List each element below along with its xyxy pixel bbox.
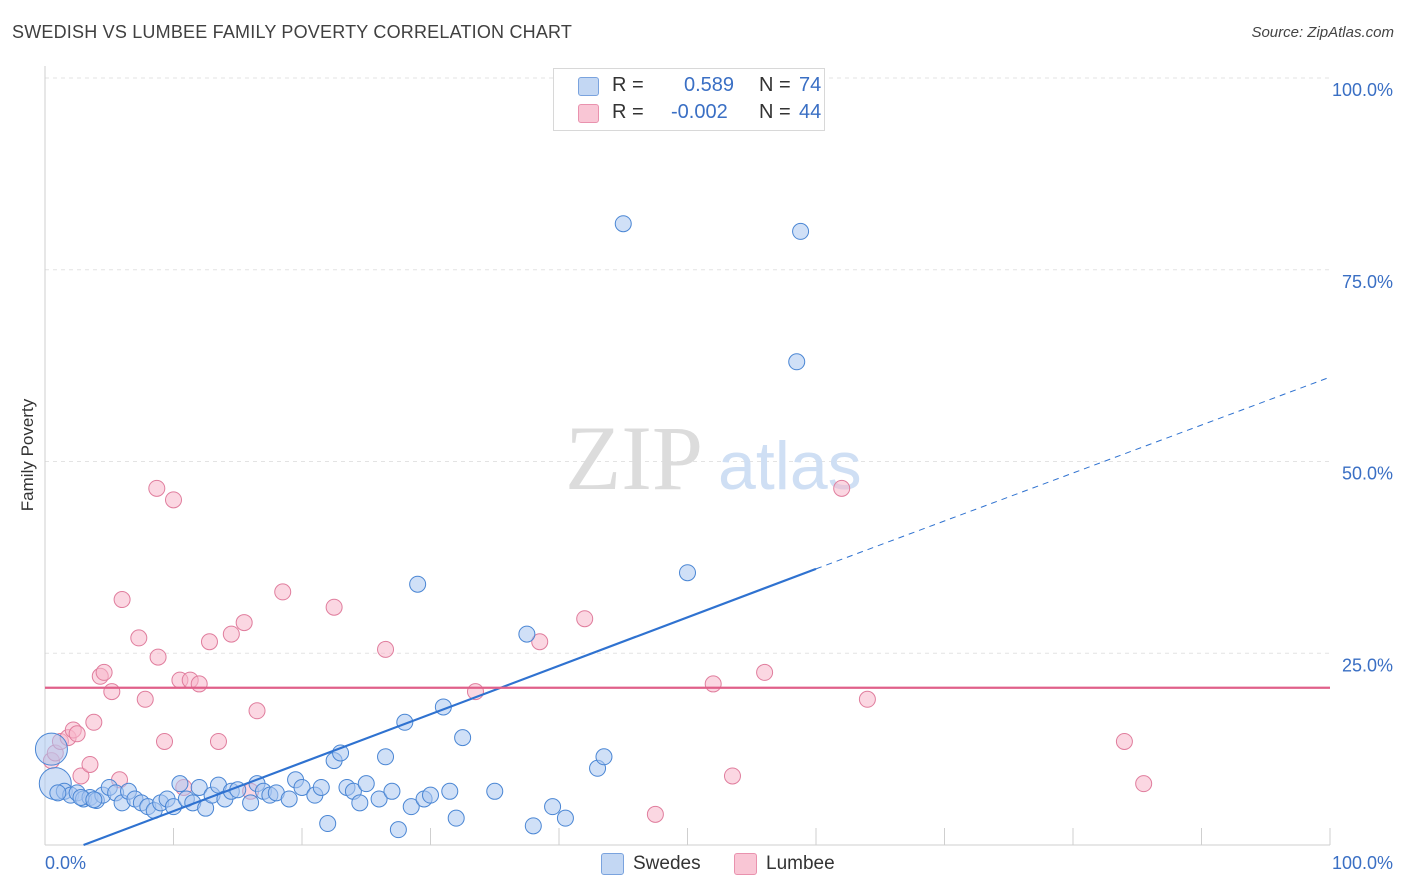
swedes-point (383, 782, 401, 800)
lumbee-point (113, 591, 131, 609)
swedes-point (293, 778, 311, 796)
lumbee-point (723, 767, 741, 785)
lumbee-point (68, 725, 86, 743)
swedes-point (518, 625, 536, 643)
lumbee-swatch (578, 104, 599, 123)
swedes-swatch (601, 853, 624, 875)
swedes-point (319, 815, 337, 833)
lumbee-point (248, 702, 266, 720)
y-tick-label: 75.0% (1342, 272, 1393, 292)
swedes-point (312, 778, 330, 796)
lumbee-point (103, 683, 121, 701)
lumbee-point (704, 675, 722, 693)
swedes-point (614, 215, 632, 233)
lumbee-label: Lumbee (766, 853, 835, 874)
lumbee-n-value: 44 (799, 101, 822, 123)
trend-lines (45, 376, 1331, 847)
lumbee-point (1115, 732, 1133, 750)
swedes-points (34, 215, 810, 839)
lumbee-point (81, 755, 99, 773)
swedes-point (679, 564, 696, 582)
lumbee-point (325, 598, 343, 616)
swedes-point (357, 775, 375, 793)
swedes-point (792, 222, 810, 240)
y-tick-label: 100.0% (1332, 80, 1393, 100)
lumbee-point (1135, 775, 1153, 793)
source-label: Source: ZipAtlas.com (1251, 24, 1394, 41)
swedes-point (422, 786, 439, 804)
lumbee-point (200, 633, 218, 651)
swedes-point (34, 732, 68, 766)
swedes-point (280, 790, 298, 808)
n-label: N = (759, 74, 791, 96)
swedes-n-value: 74 (799, 74, 822, 96)
lumbee-point (156, 732, 174, 750)
tick-labels: 25.0% 50.0% 75.0% 100.0% 0.0% 100.0% (45, 80, 1393, 873)
lumbee-point (136, 690, 154, 708)
swedes-point (409, 575, 427, 593)
lumbee-point (833, 479, 851, 497)
swedes-point (595, 748, 613, 766)
lumbee-r-value: -0.002 (671, 101, 728, 123)
lumbee-point (858, 690, 876, 708)
swedes-point (788, 353, 806, 371)
lumbee-point (222, 625, 240, 643)
lumbee-point (377, 640, 395, 658)
lumbee-point (72, 767, 90, 785)
swedes-point (171, 775, 189, 793)
lumbee-point (130, 629, 148, 647)
watermark: ZIP atlas (565, 407, 862, 509)
swedes-trend-line (83, 567, 817, 847)
swedes-point (524, 817, 542, 835)
swedes-point (441, 782, 459, 800)
y-tick-label: 50.0% (1342, 464, 1393, 484)
lumbee-point (148, 479, 166, 497)
lumbee-point (756, 663, 774, 681)
swedes-point (402, 798, 420, 816)
swedes-point (85, 791, 103, 809)
swedes-point (454, 729, 472, 747)
x-tick-label: 100.0% (1332, 853, 1393, 873)
lumbee-point (149, 648, 167, 666)
chart-title: SWEDISH VS LUMBEE FAMILY POVERTY CORRELA… (12, 22, 573, 42)
watermark-zip: ZIP (565, 407, 703, 509)
r-label: R = (612, 101, 644, 123)
swedes-point (486, 782, 504, 800)
swedes-trend-extension (815, 376, 1331, 570)
lumbee-point (531, 633, 549, 651)
n-label: N = (759, 101, 791, 123)
swedes-point (49, 784, 67, 802)
lumbee-point (576, 610, 594, 628)
y-tick-label: 25.0% (1342, 655, 1393, 675)
swedes-point (556, 809, 574, 827)
x-tick-label: 0.0% (45, 853, 86, 873)
lumbee-point (209, 732, 227, 750)
swedes-point (377, 748, 395, 766)
swedes-label: Swedes (633, 853, 701, 874)
lumbee-point (235, 614, 253, 632)
swedes-point (351, 794, 369, 812)
axes (44, 66, 1331, 846)
lumbee-point (95, 663, 113, 681)
correlation-legend: R = 0.589 N = 74 R = -0.002 N = 44 (553, 68, 825, 131)
lumbee-point (646, 805, 664, 823)
lumbee-point (190, 675, 208, 693)
lumbee-point (274, 583, 292, 601)
swedes-swatch (578, 77, 599, 96)
lumbee-swatch (734, 853, 757, 875)
swedes-r-value: 0.589 (684, 74, 735, 96)
lumbee-point (85, 713, 103, 731)
swedes-point (190, 778, 208, 796)
swedes-point (544, 798, 562, 816)
swedes-point (389, 821, 407, 839)
r-label: R = (612, 74, 644, 96)
lumbee-point (165, 491, 182, 509)
swedes-point (370, 790, 388, 808)
swedes-point (242, 794, 260, 812)
swedes-point (447, 809, 465, 827)
